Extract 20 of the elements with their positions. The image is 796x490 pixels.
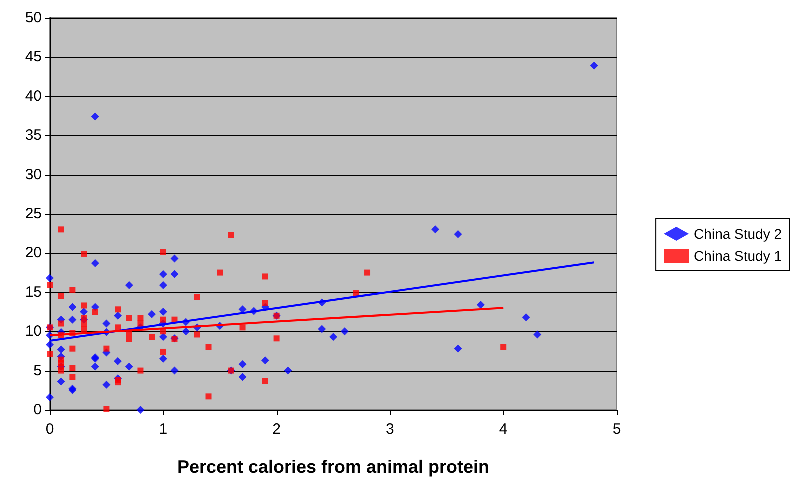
y-tick-label: 10: [25, 323, 42, 340]
x-tick-label: 5: [612, 421, 622, 438]
x-axis-title: Percent calories from animal protein: [177, 457, 490, 477]
y-tick-label: 0: [34, 402, 42, 418]
y-tick-label: 15: [25, 284, 42, 301]
x-tick-label: 3: [386, 421, 394, 438]
legend-label: China Study 2: [694, 226, 782, 242]
x-tick-label: 0: [46, 421, 54, 438]
y-tick-label: 45: [25, 48, 42, 66]
y-tick-label: 35: [25, 127, 42, 144]
legend-label: China Study 1: [694, 248, 782, 264]
x-tick-label: 2: [272, 421, 281, 438]
y-tick-label: 20: [25, 244, 42, 262]
y-tick-label: 50: [25, 10, 42, 26]
y-tick-label: 5: [34, 362, 42, 380]
y-tick-label: 40: [25, 88, 42, 105]
y-tick-label: 25: [25, 206, 42, 222]
x-tick-label: 4: [499, 421, 508, 438]
x-tick-label: 1: [159, 421, 168, 438]
y-tick-label: 30: [25, 166, 42, 184]
